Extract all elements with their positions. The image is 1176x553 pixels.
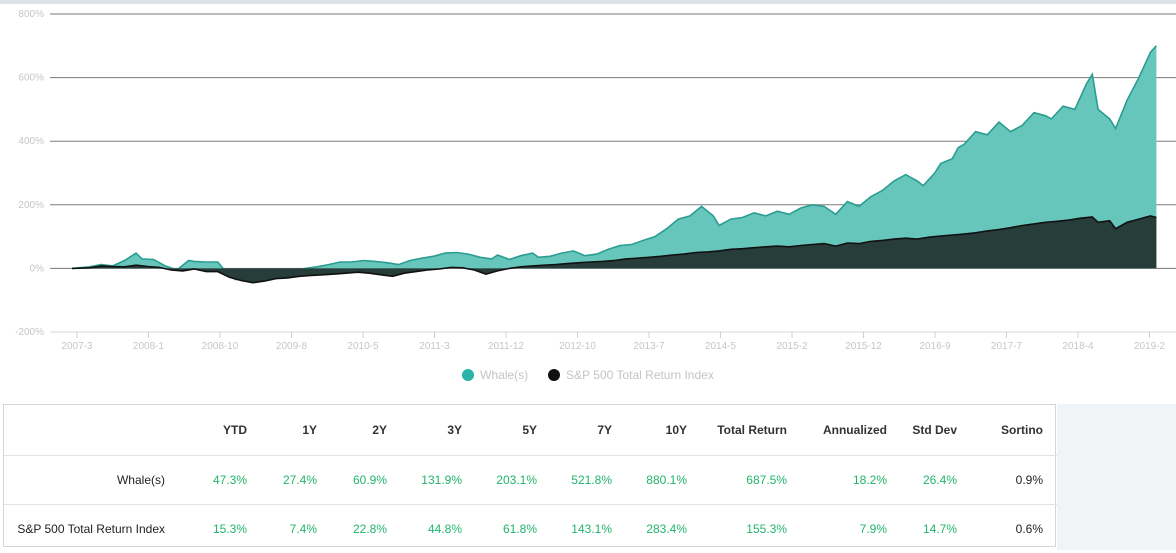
header-total-return[interactable]: Total Return bbox=[701, 405, 801, 456]
y-tick-label: 800% bbox=[18, 9, 44, 20]
table-cell: 131.9% bbox=[401, 456, 476, 505]
x-tick-label: 2015-12 bbox=[845, 341, 882, 352]
x-tick-label: 2016-9 bbox=[919, 341, 951, 352]
table-cell: 283.4% bbox=[626, 505, 701, 553]
x-tick-label: 2015-2 bbox=[776, 341, 808, 352]
chart-areas bbox=[72, 46, 1156, 283]
x-tick-label: 2014-5 bbox=[705, 341, 737, 352]
row-name: Whale(s) bbox=[4, 456, 191, 505]
returns-table: YTD 1Y 2Y 3Y 5Y 7Y 10Y Total Return Annu… bbox=[3, 404, 1056, 547]
y-tick-label: 200% bbox=[18, 200, 44, 211]
chart-legend: Whale(s) S&P 500 Total Return Index bbox=[0, 368, 1176, 382]
x-tick-label: 2019-2 bbox=[1134, 341, 1166, 352]
table-cell: 880.1% bbox=[626, 456, 701, 505]
table-cell: 22.8% bbox=[331, 505, 401, 553]
header-annualized[interactable]: Annualized bbox=[801, 405, 901, 456]
legend-item-whales[interactable]: Whale(s) bbox=[462, 368, 528, 382]
header-name bbox=[4, 405, 191, 456]
table-cell: 27.4% bbox=[261, 456, 331, 505]
x-tick-label: 2017-7 bbox=[991, 341, 1023, 352]
header-3y[interactable]: 3Y bbox=[401, 405, 476, 456]
header-std-dev[interactable]: Std Dev bbox=[901, 405, 971, 456]
header-7y[interactable]: 7Y bbox=[551, 405, 626, 456]
table-cell: 7.4% bbox=[261, 505, 331, 553]
table-cell: 18.2% bbox=[801, 456, 901, 505]
x-tick-label: 2012-10 bbox=[559, 341, 596, 352]
header-2y[interactable]: 2Y bbox=[331, 405, 401, 456]
x-tick-label: 2008-10 bbox=[202, 341, 239, 352]
x-tick-label: 2018-4 bbox=[1062, 341, 1094, 352]
y-tick-label: -200% bbox=[15, 327, 44, 338]
table-cell: 44.8% bbox=[401, 505, 476, 553]
table-cell: 26.4% bbox=[901, 456, 971, 505]
table-row: Whale(s) 47.3% 27.4% 60.9% 131.9% 203.1%… bbox=[4, 456, 1057, 505]
x-tick-label: 2007-3 bbox=[61, 341, 93, 352]
table-cell: 7.9% bbox=[801, 505, 901, 553]
table-cell: 15.3% bbox=[191, 505, 261, 553]
table-cell: 61.8% bbox=[476, 505, 551, 553]
table-cell: 155.3% bbox=[701, 505, 801, 553]
y-tick-label: 600% bbox=[18, 73, 44, 84]
x-tick-label: 2011-3 bbox=[419, 341, 450, 352]
x-tick-label: 2010-5 bbox=[347, 341, 379, 352]
x-tick-label: 2011-12 bbox=[488, 341, 524, 352]
table-cell: 60.9% bbox=[331, 456, 401, 505]
table-header-row: YTD 1Y 2Y 3Y 5Y 7Y 10Y Total Return Annu… bbox=[4, 405, 1057, 456]
header-sortino[interactable]: Sortino bbox=[971, 405, 1057, 456]
y-tick-label: 400% bbox=[18, 136, 44, 147]
table-cell: 521.8% bbox=[551, 456, 626, 505]
header-5y[interactable]: 5Y bbox=[476, 405, 551, 456]
table-cell: 47.3% bbox=[191, 456, 261, 505]
table-cell: 14.7% bbox=[901, 505, 971, 553]
header-1y[interactable]: 1Y bbox=[261, 405, 331, 456]
table-cell: 0.6% bbox=[971, 505, 1057, 553]
legend-label-whales: Whale(s) bbox=[480, 368, 528, 382]
performance-chart: 800% 600% 400% 200% 0% -200% 2007-3 2008-1 2008… bbox=[0, 0, 1176, 362]
table-cell: 0.9% bbox=[971, 456, 1057, 505]
side-panel bbox=[1057, 404, 1176, 550]
y-tick-label: 0% bbox=[30, 263, 45, 274]
legend-dot-sp500 bbox=[548, 369, 560, 381]
x-tick-label: 2009-8 bbox=[276, 341, 308, 352]
table-cell: 143.1% bbox=[551, 505, 626, 553]
header-ytd[interactable]: YTD bbox=[191, 405, 261, 456]
table-row: S&P 500 Total Return Index 15.3% 7.4% 22… bbox=[4, 505, 1057, 553]
y-axis-ticks: 800% 600% 400% 200% 0% -200% bbox=[15, 9, 44, 338]
x-tick-label: 2013-7 bbox=[633, 341, 665, 352]
x-tick-label: 2008-1 bbox=[133, 341, 165, 352]
row-name: S&P 500 Total Return Index bbox=[4, 505, 191, 553]
legend-label-sp500: S&P 500 Total Return Index bbox=[566, 368, 714, 382]
header-10y[interactable]: 10Y bbox=[626, 405, 701, 456]
table-cell: 687.5% bbox=[701, 456, 801, 505]
legend-dot-whales bbox=[462, 369, 474, 381]
x-axis-ticks: 2007-3 2008-1 2008-10 2009-8 2010-5 2011-3 201… bbox=[61, 332, 1165, 352]
table-cell: 203.1% bbox=[476, 456, 551, 505]
legend-item-sp500[interactable]: S&P 500 Total Return Index bbox=[548, 368, 714, 382]
